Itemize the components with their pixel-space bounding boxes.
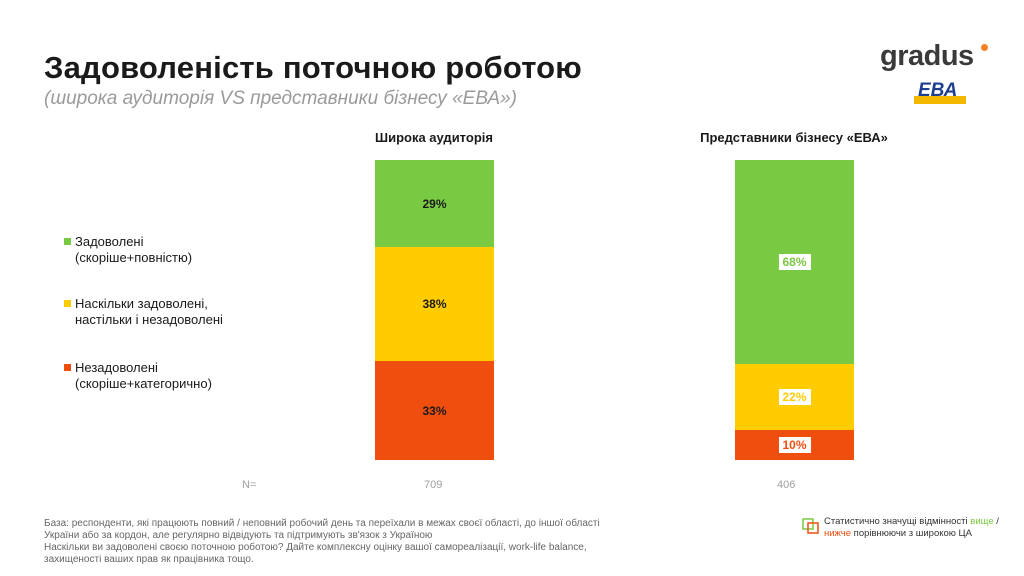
data-label: 22% (777, 388, 812, 406)
bar-segment (375, 247, 494, 361)
sample-size-eba: 406 (777, 479, 796, 491)
logo-dot-icon (981, 44, 988, 51)
sig-text: Статистично значущі відмінності (824, 516, 971, 527)
base-footnote: База: респонденти, які працюють повний /… (44, 518, 604, 566)
legend-swatch-green (64, 238, 71, 245)
bar-segment (375, 160, 494, 247)
svg-text:ЕВА: ЕВА (918, 80, 957, 101)
footnote-line: База: респонденти, які працюють повний /… (44, 518, 600, 529)
legend-label-line1: Наскільки задоволені, (75, 296, 208, 311)
significance-note: Статистично значущі відмінності вище / н… (802, 516, 1008, 540)
sig-separator: / (993, 516, 999, 527)
legend-label-line1: Задоволені (75, 234, 144, 249)
sample-size-broad: 709 (424, 479, 443, 491)
legend-label-line2: (скоріше+повністю) (75, 250, 193, 265)
column-header-eba: Представники бізнесу «ЕВА» (700, 130, 888, 145)
legend-label-line2: (скоріше+категорично) (75, 376, 212, 391)
data-label: 68% (777, 253, 812, 271)
gradus-logo-text: gradus (880, 40, 974, 72)
eba-logo-icon: ЕВА (914, 80, 966, 104)
footnote-line: захищеності ваших прав як працівника тощ… (44, 554, 254, 565)
data-label: 38% (422, 297, 447, 311)
column-header-broad: Широка аудиторія (375, 130, 493, 145)
brand-logo: gradus ЕВА (880, 40, 1000, 110)
bar-segment (375, 361, 494, 460)
page-title: Задоволеність поточною роботою (44, 50, 582, 85)
sample-size-label: N= (242, 479, 257, 491)
legend-label-line2: настільки і незадоволені (75, 312, 223, 327)
legend-label-line1: Незадоволені (75, 360, 158, 375)
page-subtitle: (широка аудиторія VS представники бізнес… (44, 88, 517, 109)
significance-boxes-icon (802, 518, 819, 534)
legend-swatch-red (64, 364, 71, 371)
sig-text-2: порівнюючи з широкою ЦА (851, 528, 972, 539)
data-label: 33% (422, 403, 447, 418)
sig-lower: нижче (824, 528, 852, 539)
sig-higher: вище (970, 516, 994, 527)
data-label: 10% (777, 436, 812, 454)
legend-swatch-yellow (64, 300, 71, 307)
data-label: 29% (422, 196, 447, 211)
footnote-line: України або за кордон, але регулярно від… (44, 530, 433, 541)
footnote-line: Наскільки ви задоволені своєю поточною р… (44, 542, 587, 553)
